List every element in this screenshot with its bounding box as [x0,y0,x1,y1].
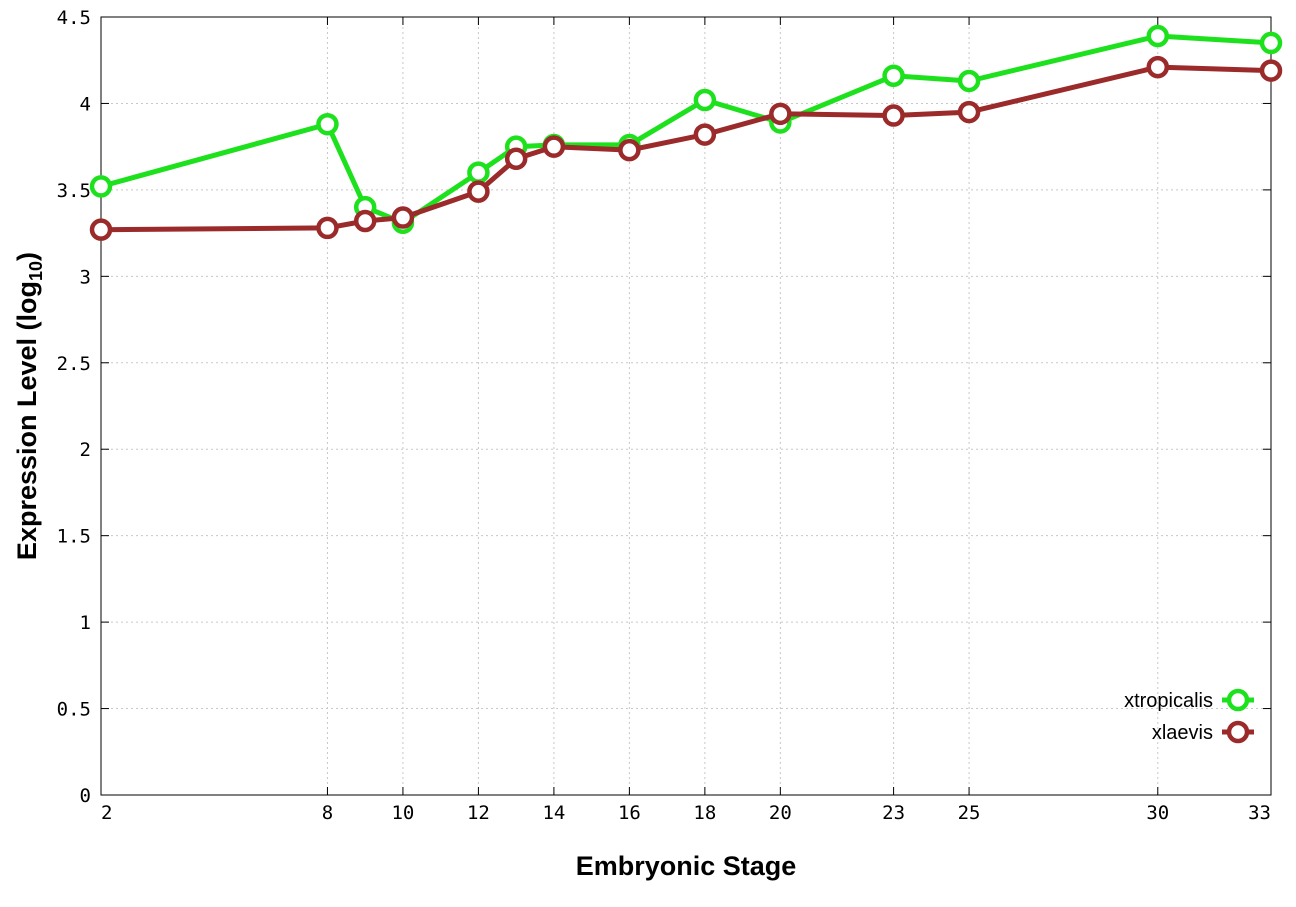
x-tick-label: 30 [1146,802,1169,824]
y-tick-label: 2 [80,439,91,461]
grid-lines [101,17,1271,795]
y-axis-title-main: Expression Level (log [12,281,42,560]
series-line-xtropicalis [100,33,1272,226]
y-tick-label: 4.5 [57,7,91,29]
data-point-xlaevis [957,100,981,124]
series-xlaevis [89,55,1283,241]
legend-swatch-marker-xlaevis [1226,720,1250,744]
data-point-xlaevis [316,216,339,240]
series-xtropicalis [89,24,1283,234]
y-tick-label: 4 [80,93,91,115]
x-tick-label: 20 [769,802,792,824]
data-point-xtropicalis [316,112,339,136]
data-point-xlaevis [504,147,528,171]
x-tick-label: 23 [882,802,905,824]
y-tick-label: 1 [80,612,91,634]
data-point-xlaevis [542,135,566,158]
plot-frame [100,16,1272,796]
data-point-xtropicalis [1259,31,1283,55]
y-tick-label: 1.5 [57,526,91,548]
data-point-xtropicalis [693,88,717,112]
x-tick-label: 8 [322,802,333,824]
data-point-xtropicalis [882,64,905,88]
data-point-xlaevis [769,102,792,126]
x-tick-label: 33 [1248,802,1271,824]
x-tick-label: 14 [542,802,565,824]
x-axis-title: Embryonic Stage [576,851,797,881]
data-point-xlaevis [1259,59,1283,82]
legend-label-xlaevis: xlaevis [1152,722,1213,744]
legend: xtropicalis xlaevis [1124,688,1254,744]
data-point-xlaevis [467,180,490,203]
data-point-xlaevis [391,206,415,229]
y-tick-label: 3 [80,266,91,288]
x-tick-label: 10 [391,802,414,824]
data-point-xtropicalis [957,69,981,93]
series-layer [89,24,1283,241]
data-point-xtropicalis [1146,24,1170,48]
data-point-xlaevis [89,218,113,241]
data-point-xlaevis [882,104,905,127]
x-tick-label: 25 [958,802,981,824]
series-line-xlaevis [100,64,1272,233]
x-tick-label: 16 [618,802,641,824]
legend-swatch-marker-xtropicalis [1226,688,1250,712]
x-tick-label: 2 [101,802,112,824]
x-tick-label: 12 [467,802,490,824]
y-axis-ticks: 0 0.5 1 1.5 2 2.5 3 3.5 4 4.5 [57,7,1271,807]
y-axis-title-suffix: ) [12,252,42,261]
legend-label-xtropicalis: xtropicalis [1124,690,1213,712]
y-axis-title-subscript: 10 [26,261,46,281]
data-point-xtropicalis [467,161,490,184]
data-point-xlaevis [353,209,377,233]
data-point-xlaevis [1146,55,1170,79]
y-tick-label: 0.5 [57,699,91,721]
data-point-xlaevis [693,123,717,146]
y-tick-label: 3.5 [57,180,91,202]
x-axis-ticks: 2 8 10 12 14 16 18 20 23 25 30 33 [100,17,1272,824]
y-axis-title: Expression Level (log10) [12,252,46,560]
y-tick-label: 0 [80,785,91,807]
data-point-xlaevis [618,138,641,162]
data-point-xtropicalis [89,175,113,198]
y-tick-label: 2.5 [57,353,91,375]
x-tick-label: 18 [693,802,716,824]
